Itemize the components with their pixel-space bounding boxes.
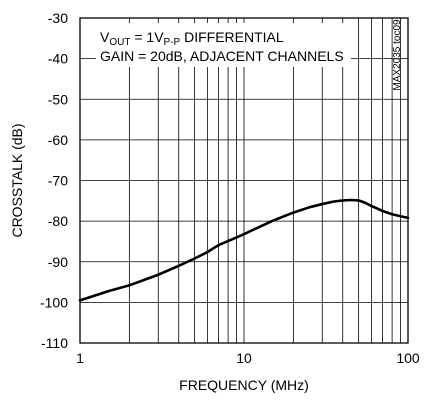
- y-tick-label: -90: [48, 254, 68, 270]
- curve-layer: [78, 198, 410, 302]
- y-tick-label: -80: [48, 213, 68, 229]
- y-tick-label: -60: [48, 132, 68, 148]
- y-tick-label: -70: [48, 173, 68, 189]
- x-tick-label: 100: [396, 350, 420, 366]
- y-tick-label: -50: [48, 91, 68, 107]
- x-tick-label: 1: [76, 350, 84, 366]
- figure-id: MAX2035 toc09: [392, 19, 403, 91]
- x-tick-label: 10: [236, 350, 252, 366]
- tick-labels: -30 -40 -50 -60 -70 -80 -90 -100 -110 1 10 100: [40, 10, 420, 366]
- y-tick-label: -40: [48, 51, 68, 67]
- x-axis-label: FREQUENCY (MHz): [179, 377, 309, 393]
- y-tick-label: -110: [41, 335, 68, 351]
- y-axis-label: CROSSTALK (dB): [9, 123, 25, 237]
- crosstalk-curve: [78, 198, 410, 302]
- y-tick-label: -30: [48, 10, 68, 26]
- plot-frame: [79, 17, 409, 344]
- y-tick-label: -100: [40, 294, 68, 310]
- annotation-vout: VOUT = 1VP-P DIFFERENTIAL: [100, 29, 284, 48]
- annotation-background: [96, 23, 351, 67]
- annotation-gain: GAIN = 20dB, ADJACENT CHANNELS: [100, 48, 344, 64]
